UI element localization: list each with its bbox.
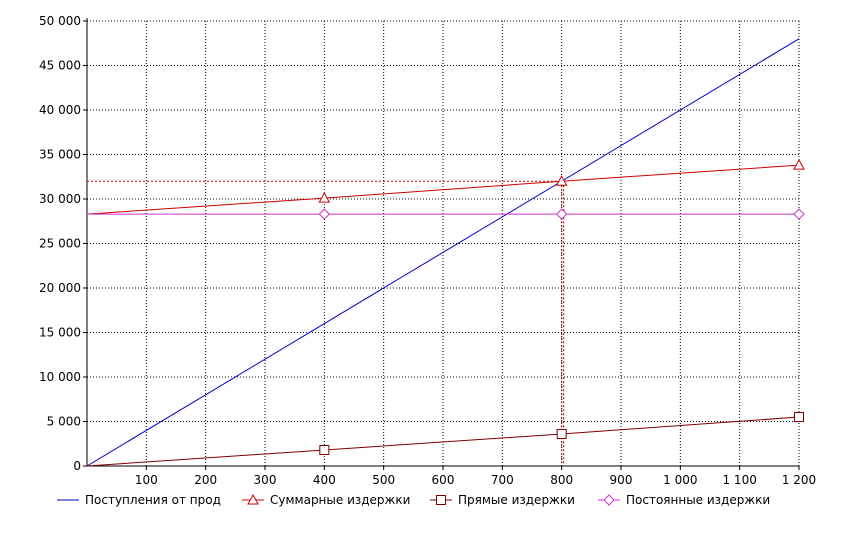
x-tick-label: 400 [313,473,336,487]
x-tick-label: 300 [254,473,277,487]
x-tick-label: 1 000 [663,473,697,487]
legend-swatch-marker [436,495,446,505]
series-1-point [793,159,805,170]
legend-label: Прямые издержки [458,493,575,507]
series-3-point [793,208,805,220]
x-tick-label: 500 [372,473,395,487]
y-tick-label: 15 000 [39,326,81,340]
x-tick-label: 700 [491,473,514,487]
y-axis-ticks: 0 5 000 10 000 15 000 20 000 25 000 30 000 35 0… [39,14,87,473]
series-line-0 [86,38,800,467]
y-tick-label: 20 000 [39,281,81,295]
y-tick-label: 25 000 [39,237,81,251]
y-tick-label: 40 000 [39,103,81,117]
legend-label: Суммарные издержки [270,493,410,507]
y-tick-label: 35 000 [39,148,81,162]
series-lines [86,38,805,467]
x-tick-label: 100 [135,473,158,487]
x-tick-label: 900 [610,473,633,487]
x-tick-label: 200 [194,473,217,487]
y-tick-label: 0 [73,459,81,473]
series-3-point [318,208,331,220]
x-axis-ticks: 100 200 300 400 500 600 700 800 900 1 000 1 100 1 2… [135,466,816,487]
y-tick-label: 30 000 [39,192,81,206]
series-line-1 [86,164,800,215]
legend-swatch-marker [603,494,615,506]
series-1-point [555,175,568,186]
x-tick-label: 600 [432,473,455,487]
x-tick-label: 1 100 [722,473,756,487]
legend-label: Поступления от прод [85,493,221,507]
series-1-point [318,192,331,203]
legend: Поступления от прод Суммарные издержки Пря… [57,493,770,507]
break-even-annotation [87,180,565,466]
y-tick-label: 10 000 [39,370,81,384]
legend-label: Постоянные издержки [626,493,770,507]
series-3-point [555,208,568,220]
y-tick-label: 5 000 [47,415,81,429]
x-tick-label: 1 200 [782,473,816,487]
axes [86,18,799,467]
y-tick-label: 50 000 [39,14,81,28]
series-line-2 [86,416,800,467]
x-tick-label: 800 [550,473,573,487]
series-2-point [794,412,804,423]
series-2-point [556,428,567,439]
legend-swatch-marker [247,493,259,505]
series-2-point [319,444,330,455]
grid-lines [87,20,800,466]
y-tick-label: 45 000 [39,59,81,73]
